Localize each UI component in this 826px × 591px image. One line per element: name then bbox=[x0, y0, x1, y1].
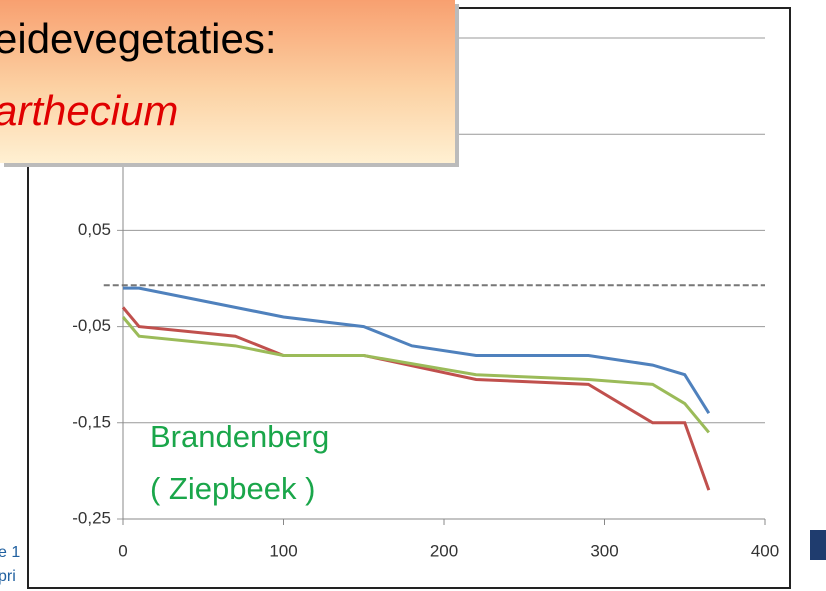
series-line bbox=[121, 316, 710, 434]
edge-text: pri bbox=[0, 568, 16, 585]
x-tick-label: 0 bbox=[118, 541, 127, 560]
series-line bbox=[123, 286, 711, 414]
x-tick-label: 100 bbox=[269, 541, 297, 560]
plot: -0,25-0,15-0,050,050,150,250100200300400… bbox=[72, 27, 779, 560]
title-box: eidevegetaties: arthecium bbox=[0, 0, 459, 167]
title-line: eidevegetaties: bbox=[0, 15, 277, 62]
y-tick-label: 0,05 bbox=[78, 220, 111, 239]
annotation: ( Ziepbeek ) bbox=[150, 471, 315, 506]
title-background bbox=[0, 0, 455, 163]
edge-text: e 1 bbox=[0, 544, 20, 561]
series-line bbox=[121, 306, 711, 491]
edge-block bbox=[810, 530, 826, 560]
x-tick-label: 200 bbox=[430, 541, 458, 560]
y-tick-label: -0,05 bbox=[72, 316, 111, 335]
annotation: Brandenberg bbox=[150, 419, 329, 454]
x-tick-label: 300 bbox=[590, 541, 618, 560]
title-line: arthecium bbox=[0, 87, 178, 134]
y-tick-label: -0,15 bbox=[72, 412, 111, 431]
x-tick-label: 400 bbox=[751, 541, 779, 560]
y-tick-label: -0,25 bbox=[72, 508, 111, 527]
